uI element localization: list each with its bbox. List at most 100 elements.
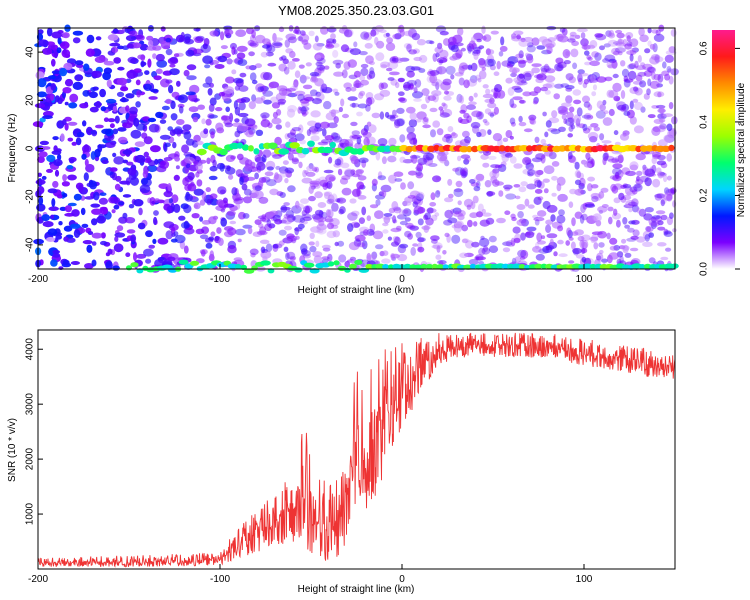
heatmap-cell (426, 75, 436, 84)
heatmap-cell (497, 90, 506, 99)
heatmap-cell (518, 99, 527, 104)
heatmap-cell (283, 66, 290, 75)
heatmap-cell (657, 73, 664, 83)
heatmap-cell (285, 252, 290, 261)
heatmap-cell (242, 196, 253, 204)
heatmap-cell (173, 231, 179, 237)
heatmap-cell (504, 153, 513, 158)
heatmap-cell (133, 117, 140, 127)
heatmap-cell (378, 82, 384, 91)
heatmap-cell (156, 59, 168, 68)
heatmap-cell (577, 73, 583, 83)
heatmap-cell (621, 238, 627, 244)
heatmap-cell (277, 98, 287, 104)
heatmap-cell (251, 182, 263, 189)
heatmap-cell (279, 192, 286, 198)
heatmap-cell (120, 86, 129, 92)
heatmap-cell (647, 27, 652, 34)
heatmap-cell (379, 111, 385, 120)
heatmap-cell (595, 110, 606, 119)
heatmap-cell (196, 179, 203, 187)
heatmap-cell (105, 260, 113, 270)
heatmap-cell (453, 188, 463, 193)
heatmap-cell (287, 152, 294, 161)
heatmap-cell (319, 121, 330, 129)
heatmap-cell (46, 154, 56, 163)
heatmap-cell (570, 48, 579, 58)
heatmap-cell (193, 188, 204, 196)
heatmap-cell (605, 30, 612, 37)
heatmap-cell (611, 185, 619, 194)
heatmap-line-cell (196, 148, 207, 156)
heatmap-cell (509, 156, 517, 164)
heatmap-cell (148, 244, 155, 249)
heatmap-cell (523, 128, 533, 133)
heatmap-cell (445, 135, 453, 144)
heatmap-cell (369, 223, 376, 233)
heatmap-cell (116, 77, 128, 86)
heatmap-cell (295, 200, 300, 209)
heatmap-cell (176, 119, 185, 125)
heatmap-cell (391, 57, 399, 63)
heatmap-cell (570, 241, 576, 250)
heatmap-cell (375, 199, 381, 206)
heatmap-cell (275, 124, 282, 130)
heatmap-cell (540, 154, 546, 164)
heatmap-cell (663, 192, 673, 201)
heatmap-cell (580, 203, 586, 214)
heatmap-cell (403, 42, 413, 49)
heatmap-cell (111, 46, 119, 54)
heatmap-cell (216, 227, 222, 234)
heatmap-cell (289, 50, 296, 59)
heatmap-cell (241, 183, 248, 191)
heatmap-cell (643, 213, 653, 221)
heatmap-cell (374, 210, 384, 220)
heatmap-cell (114, 115, 120, 124)
heatmap-cell (435, 52, 440, 58)
heatmap-cell (219, 163, 225, 172)
heatmap-cell (669, 212, 674, 219)
heatmap-cell (209, 97, 217, 106)
heatmap-cell (586, 55, 592, 60)
heatmap-cell (317, 67, 325, 74)
heatmap-cell (657, 220, 664, 226)
heatmap-cell (62, 32, 70, 39)
heatmap-cell (624, 252, 632, 258)
heatmap-cell (206, 157, 211, 165)
heatmap-cell (477, 77, 482, 83)
heatmap-cell (51, 150, 62, 155)
heatmap-cell (249, 65, 257, 71)
heatmap-cell (412, 243, 419, 247)
heatmap-cell (140, 177, 149, 185)
heatmap-cell (260, 51, 269, 58)
heatmap-cell (169, 63, 176, 68)
heatmap-cell (344, 28, 354, 38)
heatmap-cell (240, 97, 251, 103)
heatmap-cell (125, 93, 135, 99)
heatmap-cell (437, 42, 443, 50)
heatmap-cell (119, 180, 131, 185)
heatmap-cell (379, 29, 387, 34)
heatmap-cell (662, 113, 673, 118)
heatmap-cell (201, 226, 210, 234)
heatmap-cell (268, 82, 274, 89)
heatmap-cell (64, 78, 74, 87)
heatmap-cell (665, 50, 677, 56)
heatmap-cell (78, 184, 83, 193)
heatmap-cell (468, 40, 476, 50)
heatmap-cell (348, 241, 360, 251)
heatmap-cell (284, 177, 289, 184)
heatmap-cell (407, 233, 413, 240)
heatmap-cell (64, 122, 69, 131)
heatmap-cell (565, 240, 570, 246)
heatmap-cell (532, 100, 539, 105)
heatmap-cell (62, 174, 67, 182)
heatmap-cell (236, 52, 246, 60)
heatmap-cell (535, 77, 544, 84)
heatmap-cell (642, 241, 653, 247)
heatmap-cell (387, 61, 399, 70)
heatmap-cell (380, 184, 392, 193)
heatmap-cell (112, 28, 119, 34)
heatmap-cell (591, 195, 599, 203)
heatmap-cell (657, 91, 662, 98)
